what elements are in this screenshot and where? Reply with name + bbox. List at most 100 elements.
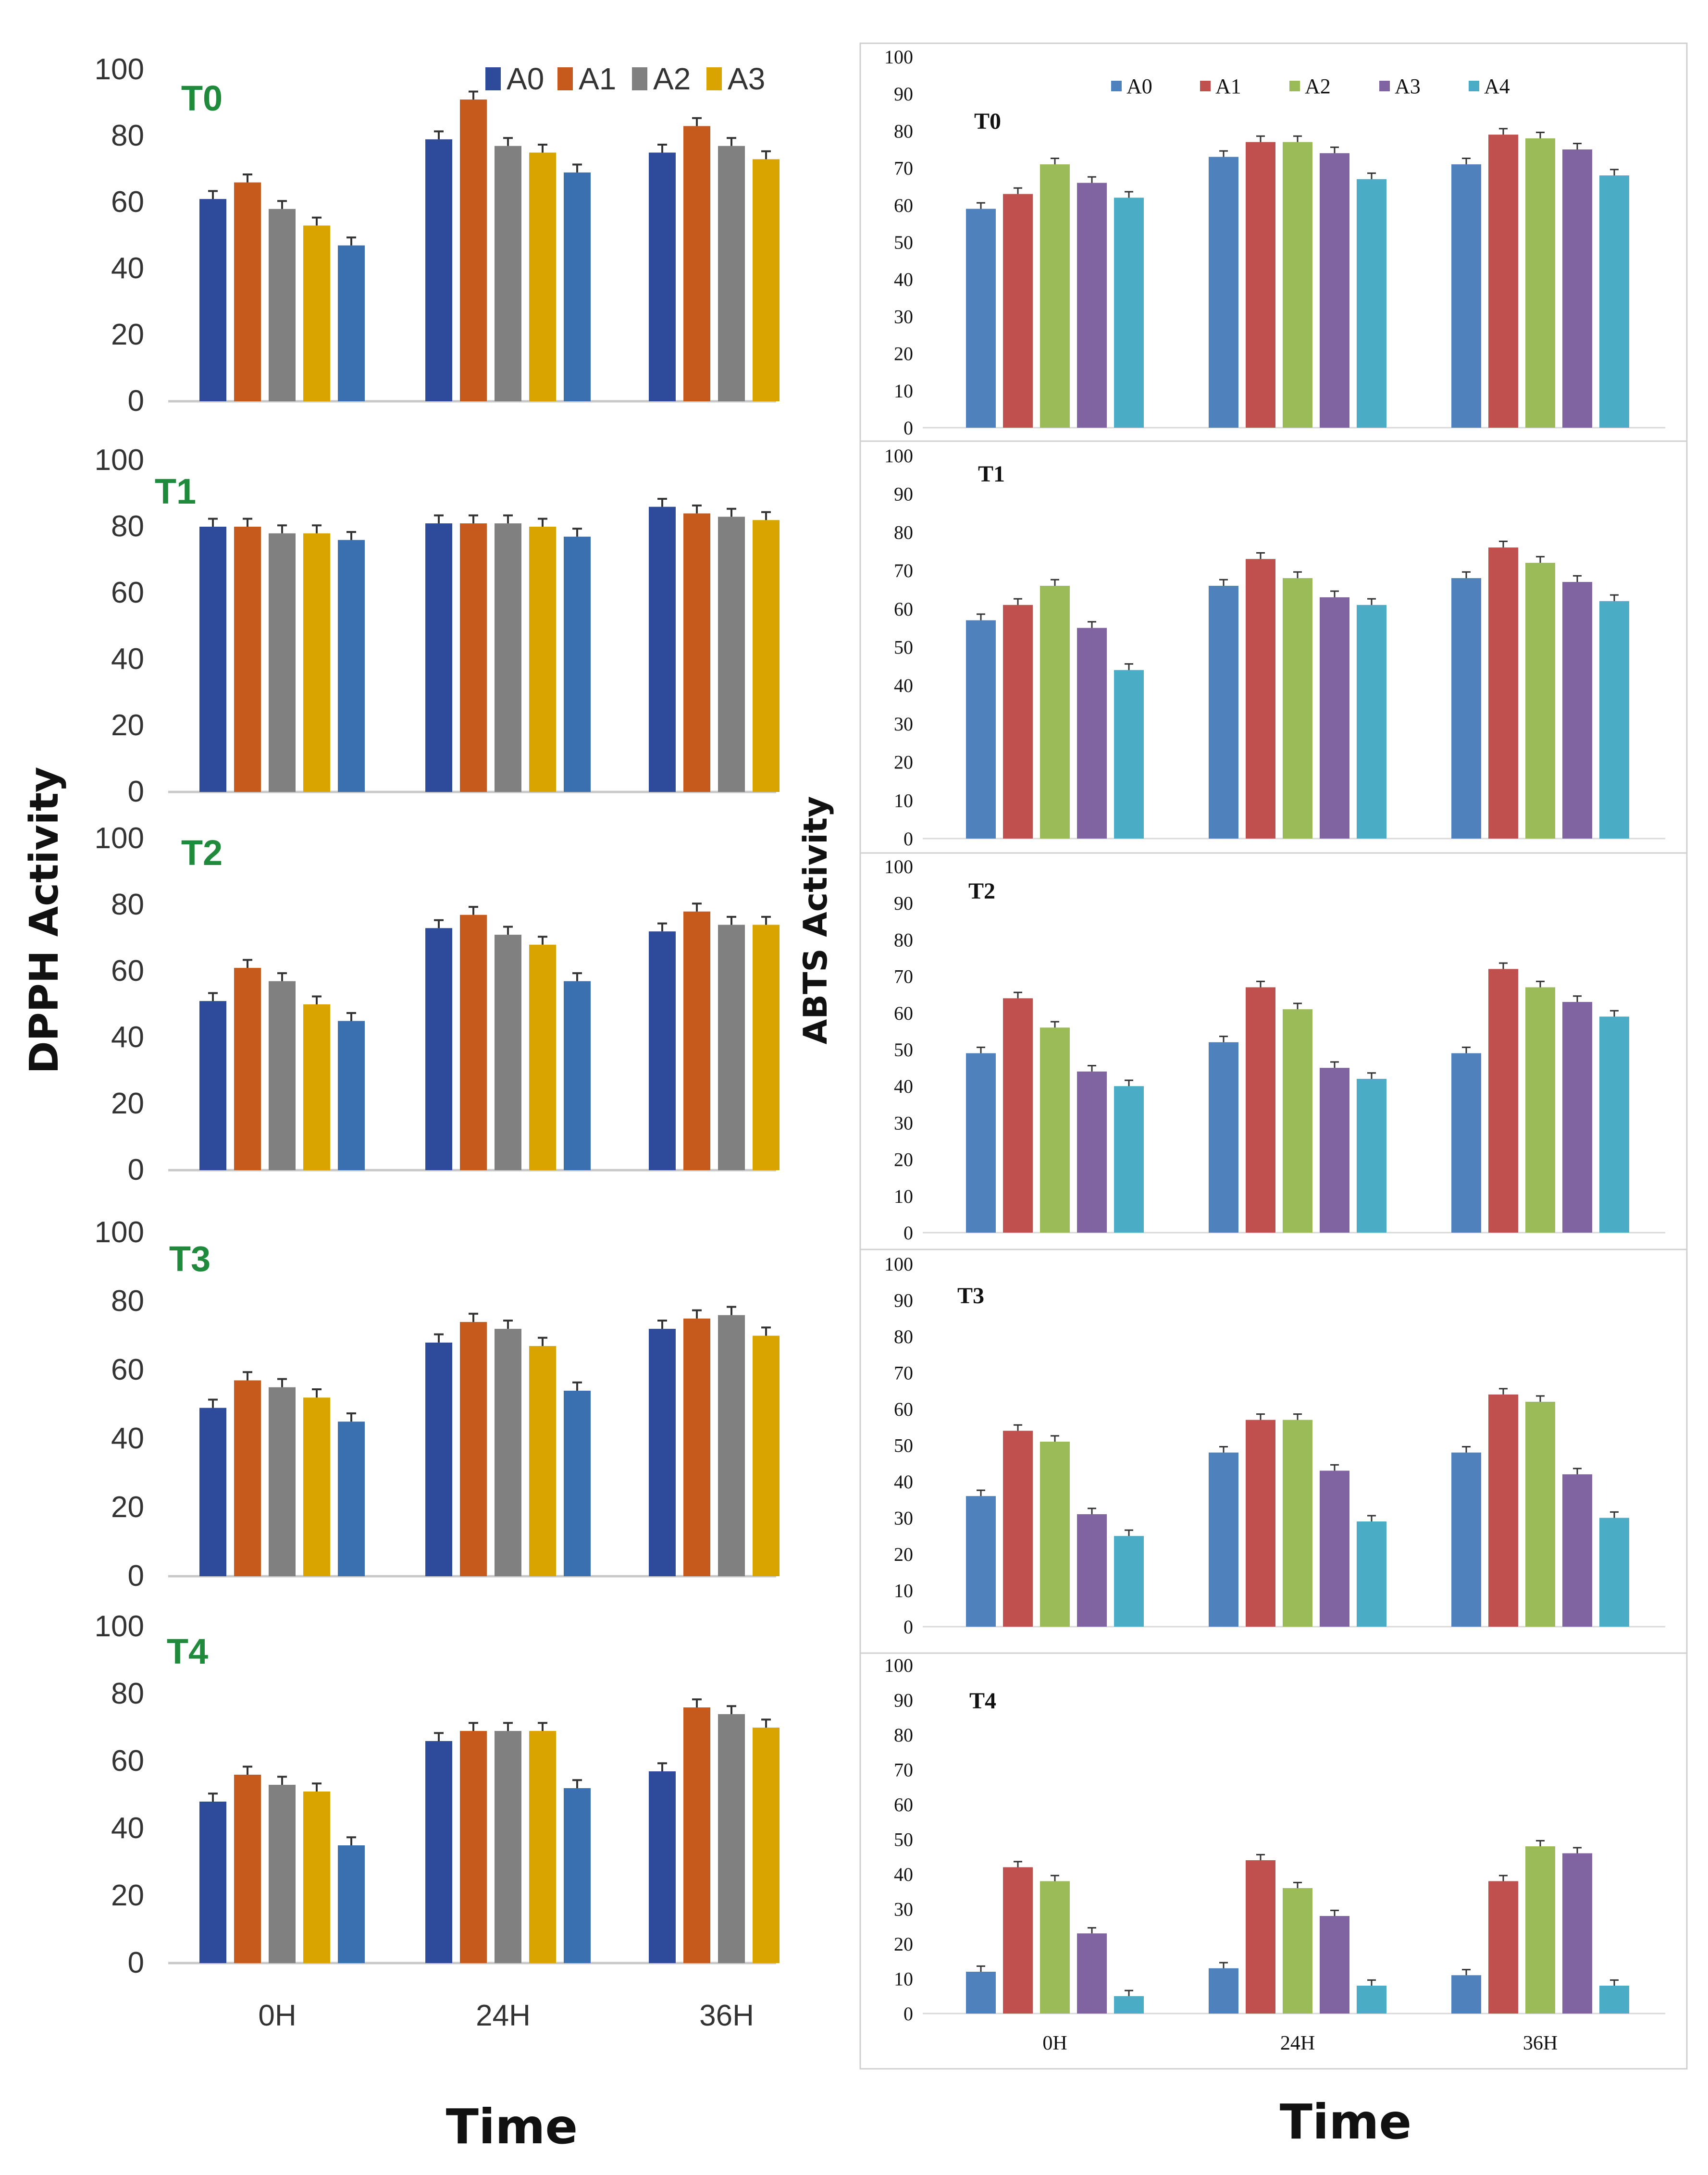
bar-a1-24h <box>1246 987 1275 1233</box>
y-tick-label: 80 <box>111 888 144 921</box>
legend-swatch-a0 <box>485 67 501 90</box>
bar-a3-24h <box>529 1731 556 1963</box>
bar-a1-0h <box>1003 998 1033 1233</box>
bar-a1-36h <box>1488 1394 1518 1627</box>
y-tick-label: 100 <box>884 1655 913 1676</box>
y-tick-label: 20 <box>111 1087 144 1120</box>
legend-label: A3 <box>1395 74 1421 98</box>
y-tick-label: 100 <box>884 46 913 68</box>
bar-a4-24h <box>564 981 591 1170</box>
y-tick-label: 80 <box>894 521 913 543</box>
x-category-label: 0H <box>258 1999 296 2032</box>
bar-a0-0h <box>966 1053 996 1233</box>
bar-a0-0h <box>966 1972 996 2014</box>
bar-a4-0h <box>338 1421 365 1576</box>
y-tick-label: 40 <box>111 1021 144 1054</box>
bar-a1-0h <box>234 1775 261 1963</box>
bar-a3-24h <box>1320 1471 1349 1627</box>
bar-a2-24h <box>1283 578 1312 839</box>
x-category-label: 0H <box>1042 2032 1067 2054</box>
panel-title: T4 <box>167 1631 208 1671</box>
bar-a2-24h <box>495 523 521 792</box>
y-tick-label: 20 <box>894 752 913 773</box>
bar-a4-24h <box>1357 1521 1386 1627</box>
bar-a1-0h <box>234 968 261 1170</box>
bar-a2-0h <box>269 533 296 792</box>
dpph-panel-t4: 0 20 40 60 80 100 T4 <box>95 1610 780 1979</box>
bar-a0-24h <box>425 139 452 401</box>
y-tick-label: 20 <box>894 1933 913 1955</box>
legend-swatch-a3 <box>706 67 722 90</box>
y-tick-label: 70 <box>894 1759 913 1781</box>
bar-a0-36h <box>649 507 676 792</box>
panel-title: T1 <box>155 471 196 511</box>
y-tick-label: 30 <box>894 1112 913 1134</box>
bar-a2-0h <box>269 209 296 401</box>
y-tick-label: 10 <box>894 790 913 811</box>
y-tick-label: 80 <box>111 1285 144 1318</box>
bar-a1-36h <box>1488 135 1518 428</box>
bar-a4-0h <box>338 245 365 401</box>
legend-label: A4 <box>1484 74 1510 98</box>
dpph-figure: 0 20 40 60 80 100 T0 0 20 40 60 80 100 T1 0 20 40 60 80 100… <box>95 53 780 2032</box>
bar-a3-36h <box>753 1728 780 1963</box>
bar-a4-24h <box>564 172 591 401</box>
bar-a1-24h <box>1246 142 1275 428</box>
abts-legend: A0 A1 A2 A3 A4 <box>1111 74 1510 98</box>
bar-a0-36h <box>1451 1975 1481 2014</box>
y-tick-label: 50 <box>894 1435 913 1457</box>
bar-a2-0h <box>1040 1027 1070 1233</box>
x-category-label: 24H <box>1280 2032 1315 2054</box>
bar-a1-24h <box>460 1322 487 1576</box>
bar-a1-24h <box>460 1731 487 1963</box>
bar-a2-36h <box>1525 138 1555 428</box>
abts-panel-t0: 0 10 20 30 40 50 60 70 80 90 100 T0 <box>884 46 1665 439</box>
bar-a3-24h <box>1320 153 1349 428</box>
y-tick-label: 20 <box>894 1544 913 1565</box>
y-tick-label: 60 <box>894 1002 913 1024</box>
y-tick-label: 100 <box>95 53 144 86</box>
bar-a2-0h <box>1040 585 1070 839</box>
bar-a4-24h <box>1357 1986 1386 2014</box>
y-tick-label: 100 <box>884 1253 913 1275</box>
y-tick-label: 50 <box>894 232 913 253</box>
bar-a0-0h <box>199 1001 226 1170</box>
bar-a3-0h <box>1077 1071 1107 1233</box>
bar-a4-36h <box>1599 1016 1629 1233</box>
legend-swatch-a2 <box>632 67 647 90</box>
bar-a0-0h <box>199 1802 226 1963</box>
legend-label: A3 <box>728 62 765 96</box>
bar-a3-24h <box>529 527 556 792</box>
y-tick-label: 0 <box>128 1559 144 1593</box>
bar-a1-36h <box>1488 1881 1518 2014</box>
bar-a4-0h <box>1114 1086 1144 1233</box>
y-tick-label: 90 <box>894 892 913 914</box>
y-tick-label: 0 <box>904 828 913 850</box>
abts-panel-t4: 0 10 20 30 40 50 60 70 80 90 100 T4 <box>860 1652 1687 2025</box>
y-tick-label: 80 <box>111 119 144 152</box>
bar-a0-0h <box>199 1408 226 1576</box>
bar-a0-0h <box>199 527 226 792</box>
bar-a0-36h <box>649 931 676 1170</box>
legend-label: A2 <box>1305 74 1331 98</box>
y-tick-label: 40 <box>111 1422 144 1455</box>
bar-a1-24h <box>460 523 487 792</box>
dpph-y-axis-title: DPPH Activity <box>22 766 67 1074</box>
y-tick-label: 40 <box>111 643 144 676</box>
y-tick-label: 80 <box>111 510 144 543</box>
y-tick-label: 0 <box>128 775 144 808</box>
legend-label: A0 <box>1126 74 1152 98</box>
bar-a3-24h <box>1320 597 1349 839</box>
y-tick-label: 60 <box>111 1353 144 1386</box>
bar-a3-0h <box>1077 628 1107 839</box>
y-tick-label: 40 <box>894 269 913 290</box>
bar-a1-24h <box>460 99 487 402</box>
y-tick-label: 80 <box>894 1326 913 1347</box>
bar-a3-36h <box>1562 1001 1592 1233</box>
bar-a0-0h <box>966 1496 996 1627</box>
bar-a1-24h <box>1246 559 1275 839</box>
bar-a2-36h <box>718 1315 745 1576</box>
bar-a1-0h <box>234 1380 261 1576</box>
bar-a3-0h <box>303 1004 330 1170</box>
bar-a2-0h <box>269 981 296 1170</box>
